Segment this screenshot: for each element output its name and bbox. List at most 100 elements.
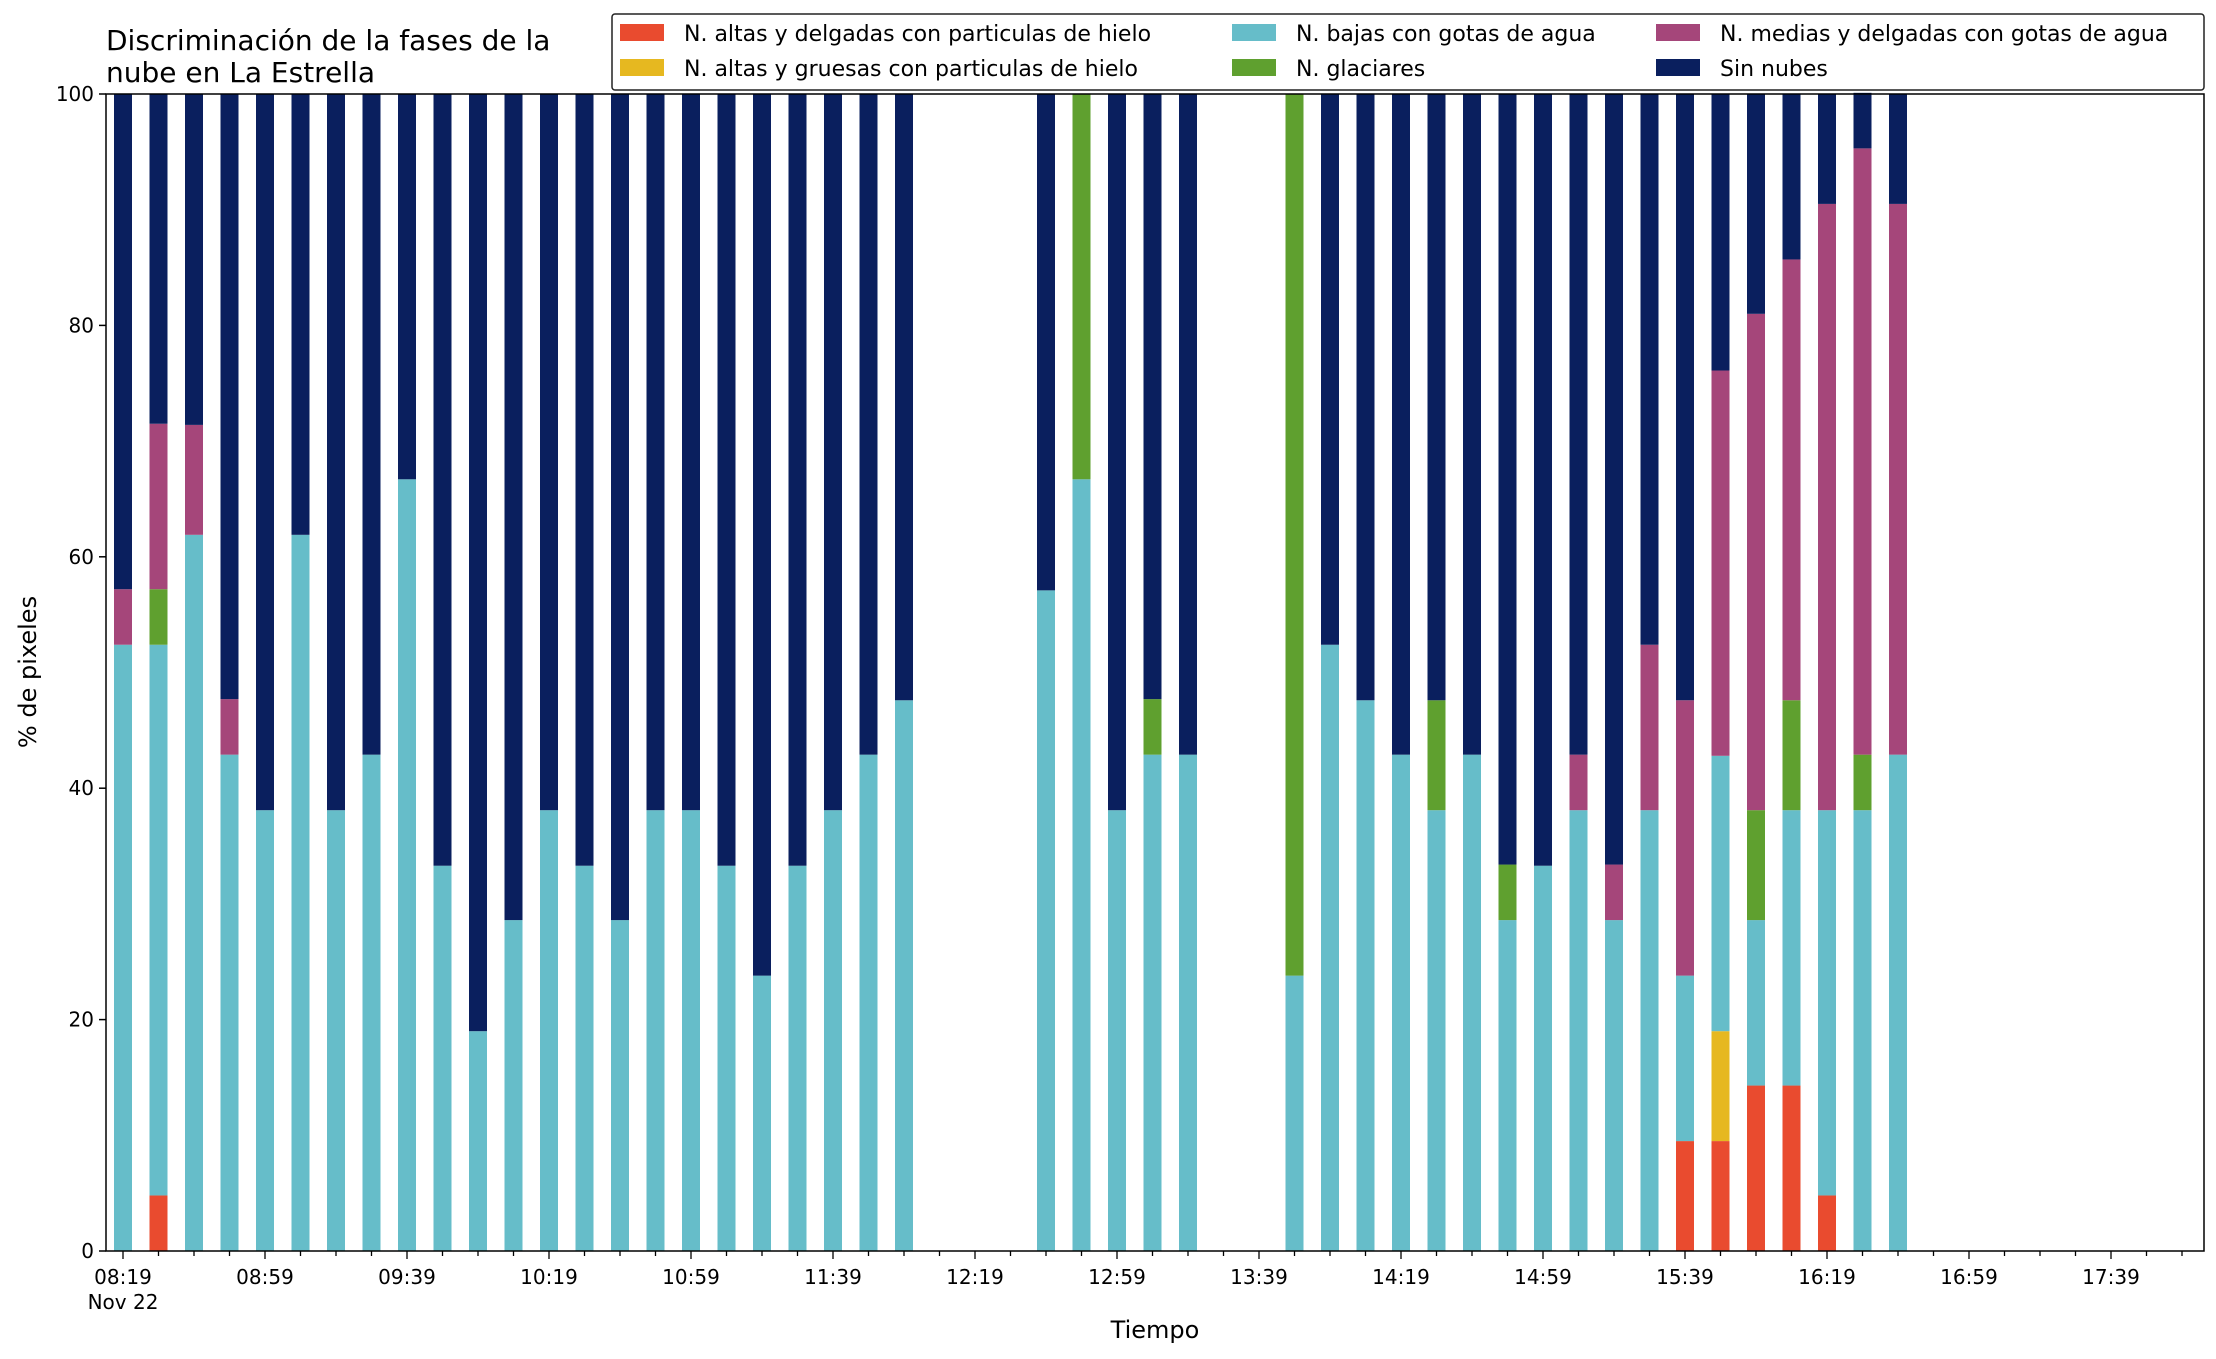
- bar-segment: [895, 700, 913, 1251]
- bar-segment: [1889, 754, 1907, 1251]
- bar-segment: [1782, 259, 1801, 701]
- bar-segment: [1889, 94, 1907, 204]
- x-axis-label: Tiempo: [1110, 1316, 1200, 1344]
- legend-label: N. altas y gruesas con particulas de hie…: [684, 57, 1138, 82]
- bar-segment: [220, 699, 239, 755]
- bar-segment: [682, 810, 700, 1251]
- bar-segment: [1427, 94, 1446, 701]
- bar-segment: [1356, 700, 1375, 1251]
- bar-segment: [1676, 94, 1694, 701]
- bar-segment: [1037, 94, 1055, 591]
- bar-segment: [1143, 754, 1162, 1251]
- bar-segment: [185, 534, 203, 1251]
- chart-title-line-1: Discriminación de la fases de la: [106, 24, 550, 57]
- bar-segment: [220, 94, 239, 700]
- x-tick-label: 16:59: [1940, 1265, 1998, 1289]
- y-tick-label: 60: [69, 545, 94, 569]
- bar-segment: [1640, 94, 1659, 645]
- bar-segment: [895, 94, 913, 701]
- bar-segment: [256, 810, 274, 1251]
- bar-segment: [114, 589, 132, 645]
- bar-segment: [1321, 94, 1339, 645]
- bar-segment: [788, 94, 807, 866]
- bar-segment: [1498, 864, 1517, 921]
- bar-segment: [256, 94, 274, 811]
- bars-layer: [114, 92, 1907, 1251]
- legend: N. altas y delgadas con particulas de hi…: [611, 13, 2205, 91]
- legend-swatch: [1232, 59, 1276, 76]
- y-tick-label: 100: [56, 82, 94, 106]
- legend-swatch: [620, 24, 664, 41]
- bar-segment: [1143, 699, 1162, 755]
- bar-segment: [753, 94, 771, 976]
- bar-segment: [1818, 1195, 1836, 1251]
- bar-segment: [362, 94, 381, 755]
- bar-segment: [504, 94, 523, 921]
- legend-swatch: [1656, 24, 1700, 41]
- bar-segment: [1818, 810, 1836, 1196]
- bar-segment: [149, 423, 168, 590]
- bar-segment: [1747, 94, 1765, 314]
- bar-segment: [1782, 810, 1801, 1086]
- bar-segment: [1676, 700, 1694, 976]
- bar-segment: [1711, 370, 1730, 756]
- bar-segment: [291, 534, 310, 1251]
- bar-segment: [859, 754, 878, 1251]
- bar-segment: [1818, 203, 1836, 811]
- plot-frame: [105, 93, 2205, 1252]
- x-tick-label: 12:19: [946, 1265, 1004, 1289]
- bar-segment: [1818, 94, 1836, 204]
- bar-segment: [1853, 810, 1872, 1251]
- bar-segment: [149, 94, 168, 424]
- bar-segment: [611, 920, 629, 1251]
- bar-segment: [327, 94, 345, 811]
- bar-segment: [1853, 754, 1872, 811]
- bar-segment: [1676, 1141, 1694, 1251]
- bar-segment: [646, 94, 665, 811]
- bar-segment: [1534, 94, 1552, 866]
- bar-segment: [1747, 313, 1765, 811]
- bar-segment: [1711, 1031, 1730, 1142]
- bar-segment: [149, 589, 168, 645]
- axis-ticks: 0 20 40 60 80 100 08:19 08:59 09:39 10:19 10:59 11:…: [56, 82, 2183, 1314]
- bar-segment: [398, 94, 416, 480]
- bar-segment: [1427, 810, 1446, 1251]
- bar-segment: [362, 754, 381, 1251]
- bar-segment: [611, 94, 629, 921]
- bar-segment: [1640, 644, 1659, 811]
- bar-segment: [220, 754, 239, 1251]
- legend-swatch: [1232, 24, 1276, 41]
- bar-segment: [753, 975, 771, 1251]
- bar-segment: [1711, 94, 1730, 371]
- bar-segment: [1747, 810, 1765, 921]
- bar-segment: [433, 865, 452, 1251]
- legend-swatch: [620, 59, 664, 76]
- chart-title-line-2: nube en La Estrella: [106, 56, 375, 89]
- bar-segment: [540, 94, 558, 811]
- bar-segment: [1569, 810, 1588, 1251]
- bar-segment: [433, 94, 452, 866]
- x-tick-label: 09:39: [378, 1265, 436, 1289]
- bar-segment: [1569, 94, 1588, 755]
- legend-box: [611, 13, 2205, 91]
- legend-label: N. bajas con gotas de agua: [1296, 22, 1596, 47]
- bar-segment: [185, 424, 203, 535]
- bar-segment: [1853, 92, 1872, 149]
- bar-segment: [1534, 865, 1552, 1251]
- bar-segment: [504, 920, 523, 1251]
- y-tick-label: 20: [69, 1008, 94, 1032]
- y-tick-label: 40: [69, 776, 94, 800]
- x-tick-label: 10:59: [662, 1265, 720, 1289]
- bar-segment: [1285, 94, 1304, 976]
- bar-segment: [1782, 700, 1801, 811]
- bar-segment: [185, 94, 203, 425]
- bar-segment: [1285, 975, 1304, 1251]
- bar-segment: [469, 1031, 487, 1251]
- bar-segment: [1747, 920, 1765, 1086]
- bar-segment: [1463, 754, 1481, 1251]
- legend-label: N. glaciares: [1296, 57, 1425, 82]
- bar-segment: [1321, 644, 1339, 1251]
- bar-segment: [114, 644, 132, 1251]
- x-tick-label: 08:59: [236, 1265, 294, 1289]
